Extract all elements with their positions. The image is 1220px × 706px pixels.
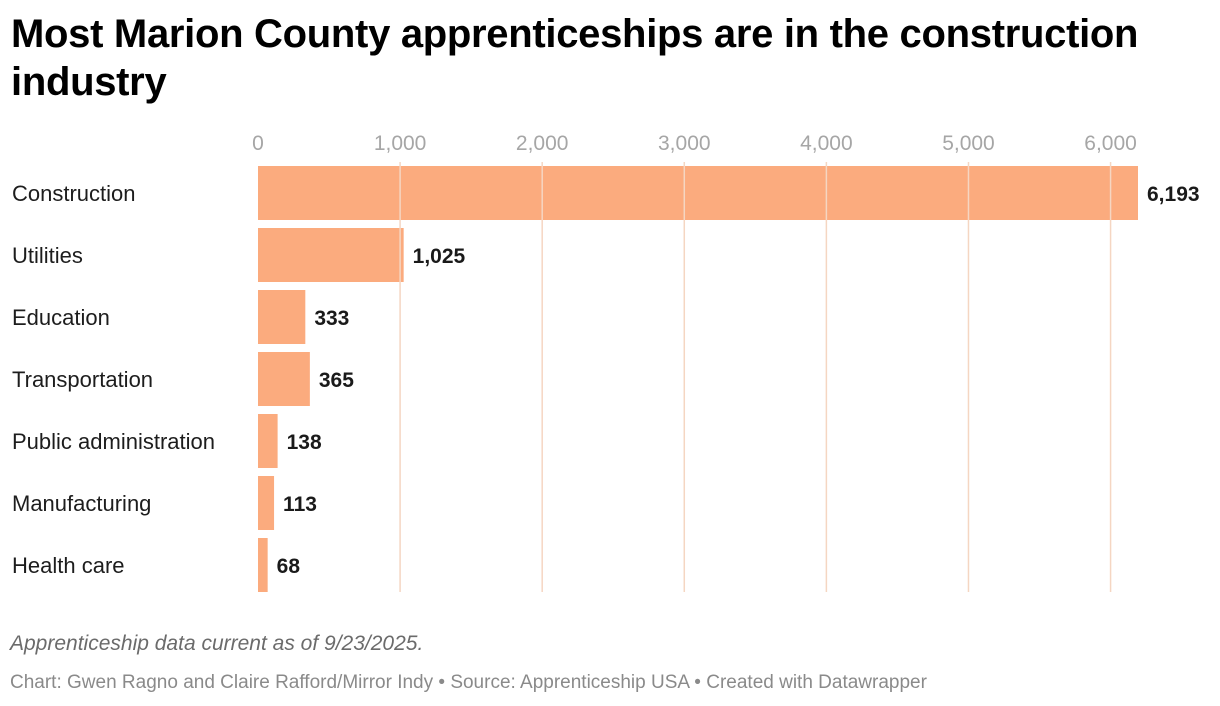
value-label: 113 xyxy=(283,493,317,516)
category-label: Education xyxy=(12,305,110,330)
bar-utilities xyxy=(258,228,404,282)
category-label: Utilities xyxy=(12,243,83,268)
category-labels: Construction Utilities Education Transporta… xyxy=(12,181,215,578)
x-tick-label: 4,000 xyxy=(800,132,853,155)
bar-manufacturing xyxy=(258,476,275,530)
bars xyxy=(258,166,1138,592)
value-label: 1,025 xyxy=(413,245,466,268)
value-label: 138 xyxy=(287,431,322,454)
gridlines xyxy=(399,162,1112,592)
data-note: Apprenticeship data current as of 9/23/2… xyxy=(10,632,424,655)
value-label: 333 xyxy=(314,307,349,330)
bar-transportation xyxy=(258,352,310,406)
category-label: Construction xyxy=(12,181,136,206)
bar-construction xyxy=(258,166,1138,220)
bar-health-care xyxy=(258,538,268,592)
category-label: Health care xyxy=(12,553,125,578)
x-tick-label: 5,000 xyxy=(942,132,995,155)
x-tick-label: 1,000 xyxy=(374,132,427,155)
category-label: Transportation xyxy=(12,367,153,392)
bar-education xyxy=(258,290,306,344)
x-tick-label: 3,000 xyxy=(658,132,711,155)
bar-public-administration xyxy=(258,414,278,468)
value-label: 365 xyxy=(319,369,354,392)
x-axis: 0 1,000 2,000 3,000 4,000 5,000 6,000 xyxy=(252,132,1137,155)
value-label: 68 xyxy=(277,555,301,578)
category-label: Public administration xyxy=(12,429,215,454)
x-tick-label: 0 xyxy=(252,132,264,155)
value-label: 6,193 xyxy=(1147,183,1200,206)
chart-title: Most Marion County apprenticeships are i… xyxy=(11,12,1139,104)
source-footer: Chart: Gwen Ragno and Claire Rafford/Mir… xyxy=(10,672,927,693)
category-label: Manufacturing xyxy=(12,491,151,516)
value-labels: 6,193 1,025 333 365 138 113 68 xyxy=(277,183,1200,578)
bar-chart: 0 1,000 2,000 3,000 4,000 5,000 6,000 Construc… xyxy=(12,132,1200,592)
x-tick-label: 6,000 xyxy=(1084,132,1137,155)
x-tick-label: 2,000 xyxy=(516,132,569,155)
